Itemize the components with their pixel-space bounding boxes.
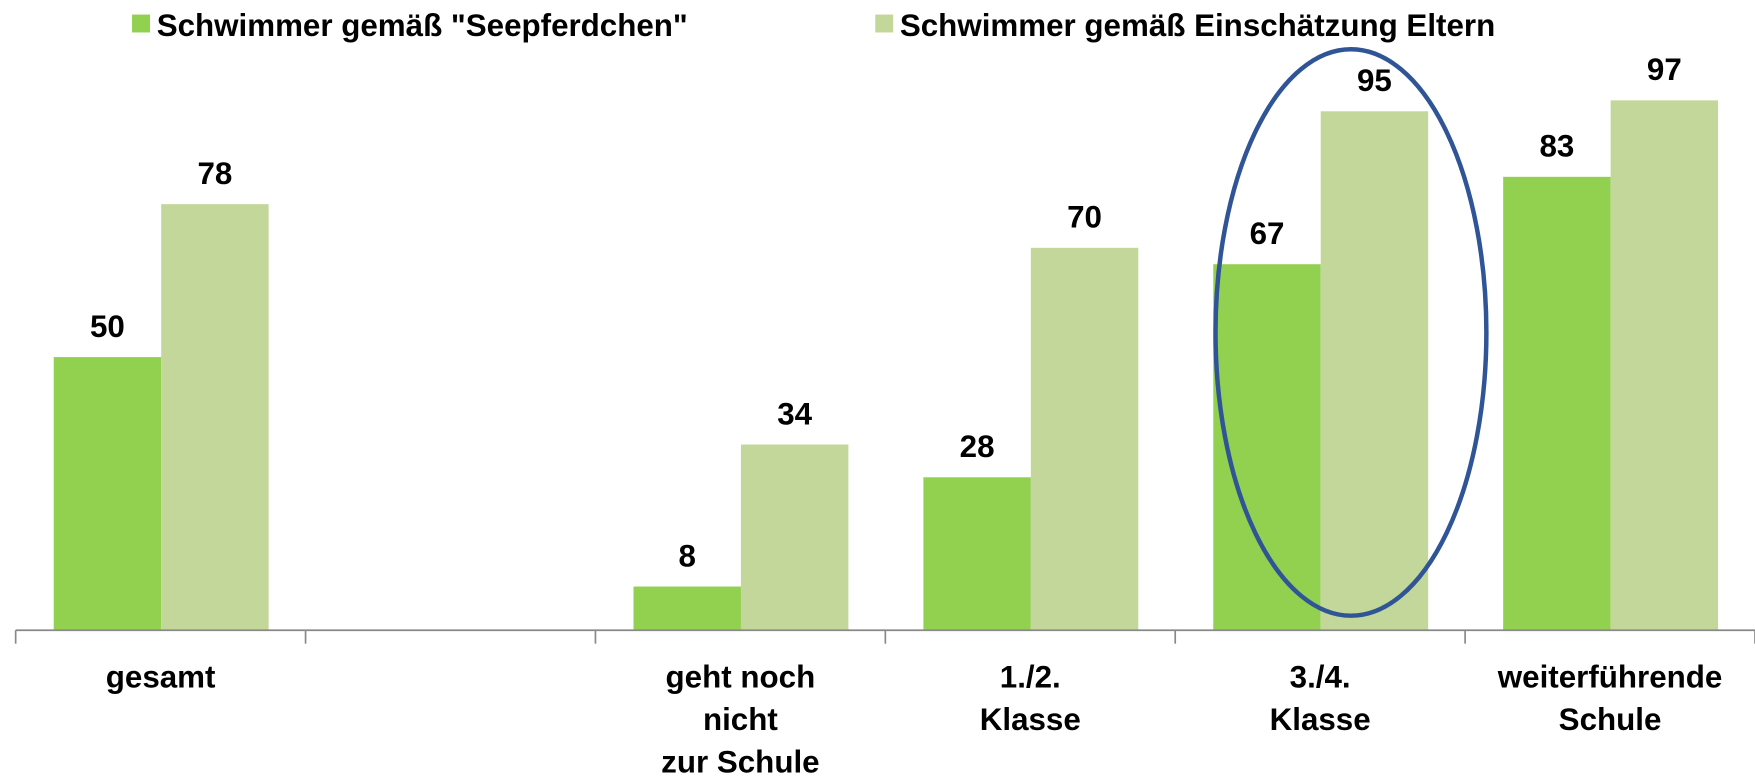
bar — [1610, 100, 1719, 631]
bar — [161, 204, 269, 631]
data-label: 70 — [1067, 200, 1102, 235]
legend-swatch — [132, 14, 150, 33]
bar — [923, 477, 1031, 631]
data-label: 50 — [90, 309, 125, 344]
x-tick-label: weiterführende Schule — [1497, 659, 1723, 737]
data-label: 83 — [1539, 129, 1574, 164]
bar — [53, 357, 162, 631]
legend-label: Schwimmer gemäß Einschätzung Eltern — [900, 8, 1495, 43]
bar — [1213, 264, 1321, 631]
data-label: 95 — [1357, 63, 1392, 98]
legend-label: Schwimmer gemäß "Seepferdchen" — [157, 8, 688, 43]
bar — [1030, 247, 1139, 631]
data-label: 67 — [1250, 216, 1285, 251]
data-label: 34 — [777, 396, 812, 431]
bar — [740, 444, 849, 631]
bar — [1320, 111, 1429, 631]
x-tick-label: geht noch nicht zur Schule — [661, 659, 819, 778]
x-tick-label: 1./2. Klasse — [980, 659, 1081, 737]
data-label: 78 — [197, 156, 232, 191]
x-tick-label: 3./4. Klasse — [1270, 659, 1371, 737]
data-label: 28 — [960, 429, 995, 464]
bar — [1503, 176, 1611, 631]
data-label: 8 — [679, 538, 696, 573]
legend-swatch — [875, 14, 894, 33]
x-tick-label: gesamt — [106, 659, 216, 694]
data-label: 97 — [1647, 52, 1682, 87]
bar — [633, 586, 741, 631]
highlight-ellipse — [1213, 47, 1489, 618]
